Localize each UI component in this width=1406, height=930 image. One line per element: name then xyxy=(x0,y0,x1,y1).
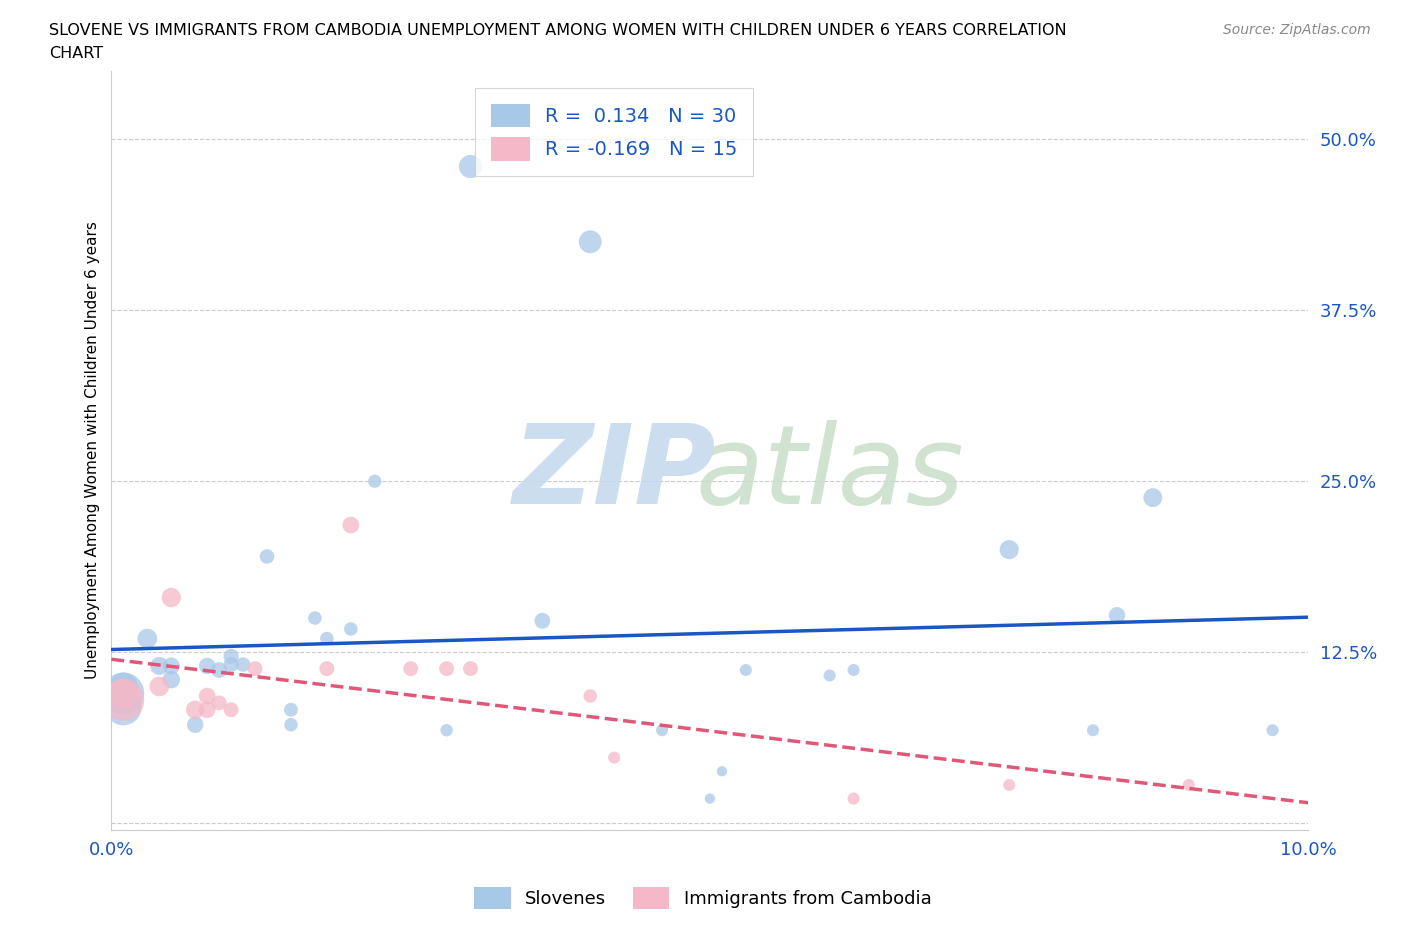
Point xyxy=(651,723,673,737)
Point xyxy=(232,658,254,672)
Point xyxy=(160,590,183,604)
Point xyxy=(195,702,218,717)
Text: CHART: CHART xyxy=(49,46,103,61)
Point xyxy=(219,702,242,717)
Point xyxy=(148,658,170,673)
Text: Source: ZipAtlas.com: Source: ZipAtlas.com xyxy=(1223,23,1371,37)
Point xyxy=(1142,490,1164,505)
Point xyxy=(184,717,207,732)
Point xyxy=(304,611,326,626)
Point xyxy=(184,702,207,717)
Point xyxy=(112,679,135,694)
Point xyxy=(579,234,602,249)
Point xyxy=(256,549,278,564)
Point xyxy=(315,631,337,646)
Point xyxy=(842,662,865,677)
Y-axis label: Unemployment Among Women with Children Under 6 years: Unemployment Among Women with Children U… xyxy=(86,221,100,680)
Text: atlas: atlas xyxy=(696,419,965,526)
Point xyxy=(710,764,733,778)
Point xyxy=(1261,723,1284,737)
Point xyxy=(280,702,302,717)
Point xyxy=(160,672,183,687)
Point xyxy=(1177,777,1199,792)
Point xyxy=(148,679,170,694)
Point xyxy=(243,661,266,676)
Point xyxy=(112,685,135,700)
Point xyxy=(160,658,183,673)
Point xyxy=(112,699,135,714)
Point xyxy=(460,159,482,174)
Point xyxy=(219,649,242,664)
Text: ZIP: ZIP xyxy=(512,419,716,526)
Point xyxy=(315,661,337,676)
Point xyxy=(340,621,363,636)
Legend: R =  0.134   N = 30, R = -0.169   N = 15: R = 0.134 N = 30, R = -0.169 N = 15 xyxy=(475,88,754,177)
Point xyxy=(818,668,841,683)
Point xyxy=(531,613,554,628)
Point xyxy=(1081,723,1104,737)
Text: SLOVENE VS IMMIGRANTS FROM CAMBODIA UNEMPLOYMENT AMONG WOMEN WITH CHILDREN UNDER: SLOVENE VS IMMIGRANTS FROM CAMBODIA UNEM… xyxy=(49,23,1067,38)
Point xyxy=(208,696,231,711)
Point xyxy=(195,658,218,673)
Point xyxy=(734,662,756,677)
Point xyxy=(699,791,721,806)
Point xyxy=(460,661,482,676)
Point xyxy=(399,661,422,676)
Point xyxy=(842,791,865,806)
Point xyxy=(436,723,458,737)
Point xyxy=(195,688,218,703)
Point xyxy=(436,661,458,676)
Point xyxy=(603,751,626,765)
Point xyxy=(208,662,231,677)
Point xyxy=(112,688,135,703)
Point xyxy=(219,658,242,672)
Point xyxy=(112,685,135,700)
Point xyxy=(998,777,1021,792)
Point xyxy=(364,473,387,488)
Point xyxy=(1105,608,1128,623)
Point xyxy=(998,542,1021,557)
Point xyxy=(112,693,135,708)
Point xyxy=(579,688,602,703)
Point xyxy=(280,717,302,732)
Legend: Slovenes, Immigrants from Cambodia: Slovenes, Immigrants from Cambodia xyxy=(467,880,939,916)
Point xyxy=(340,518,363,533)
Point xyxy=(136,631,159,646)
